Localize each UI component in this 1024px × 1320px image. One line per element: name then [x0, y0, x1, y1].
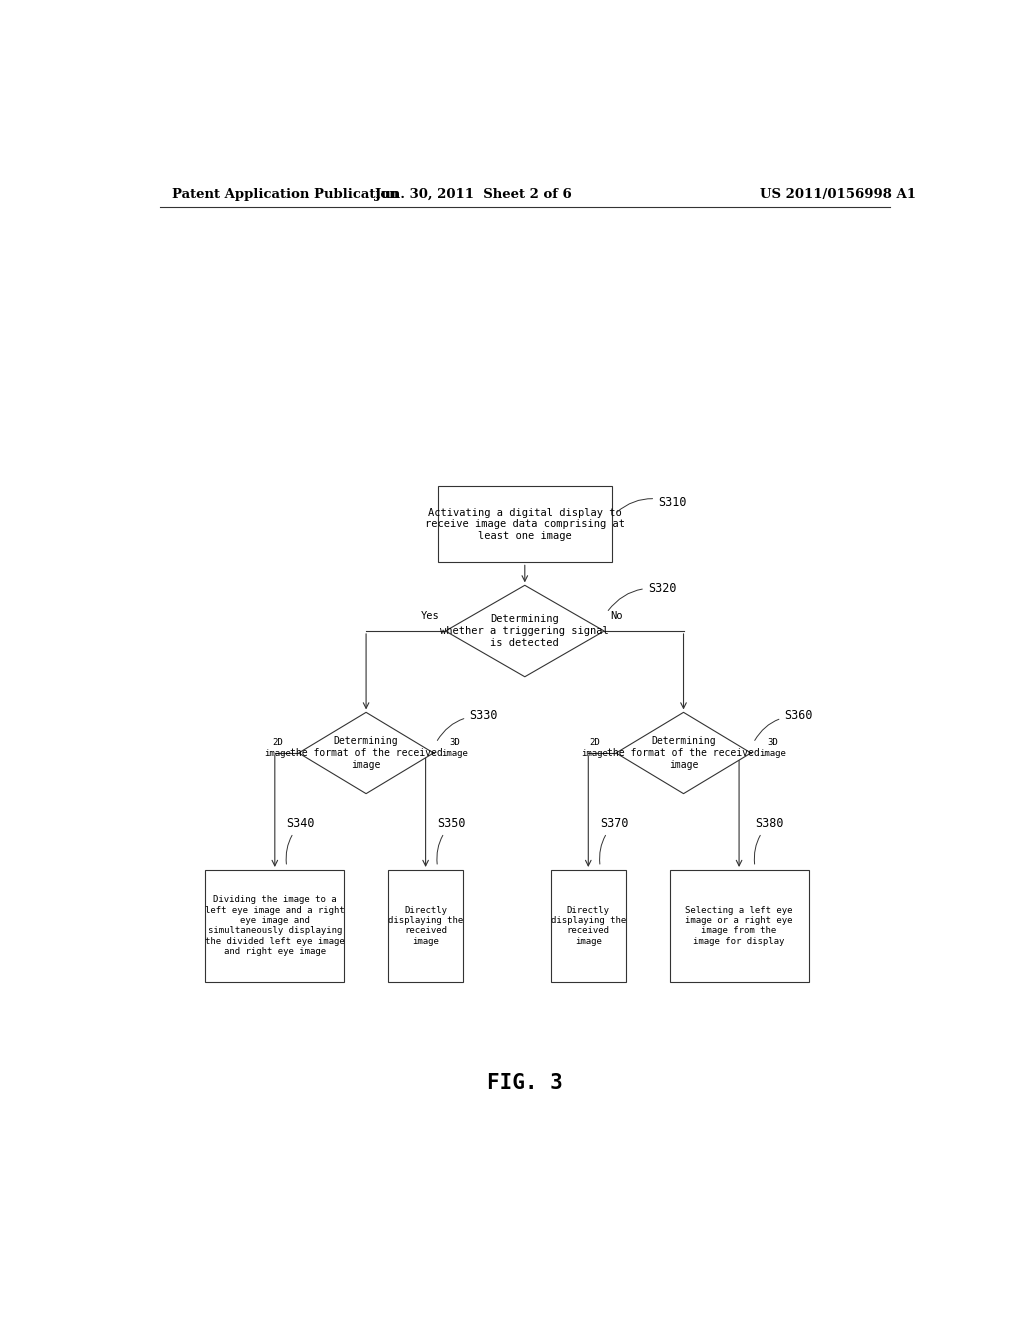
- Text: 3D
image: 3D image: [759, 738, 785, 758]
- Text: S380: S380: [755, 817, 783, 865]
- Text: S360: S360: [755, 709, 813, 741]
- Text: 2D
image: 2D image: [582, 738, 608, 758]
- Text: 3D
image: 3D image: [441, 738, 468, 758]
- Text: Directly
displaying the
received
image: Directly displaying the received image: [388, 906, 463, 946]
- Text: Determining
the format of the received
image: Determining the format of the received i…: [290, 737, 442, 770]
- Text: Determining
the format of the received
image: Determining the format of the received i…: [607, 737, 760, 770]
- Text: 2D
image: 2D image: [264, 738, 291, 758]
- Polygon shape: [445, 585, 604, 677]
- Polygon shape: [299, 713, 433, 793]
- Text: S350: S350: [437, 817, 466, 865]
- Text: Determining
whether a triggering signal
is detected: Determining whether a triggering signal …: [440, 614, 609, 648]
- Text: S310: S310: [616, 496, 687, 512]
- Polygon shape: [616, 713, 751, 793]
- Text: No: No: [610, 611, 623, 620]
- FancyBboxPatch shape: [388, 870, 463, 982]
- FancyBboxPatch shape: [437, 486, 612, 562]
- Text: S340: S340: [286, 817, 315, 865]
- Text: Patent Application Publication: Patent Application Publication: [172, 189, 398, 202]
- Text: S320: S320: [608, 582, 676, 611]
- Text: Selecting a left eye
image or a right eye
image from the
image for display: Selecting a left eye image or a right ey…: [685, 906, 793, 946]
- Text: Jun. 30, 2011  Sheet 2 of 6: Jun. 30, 2011 Sheet 2 of 6: [375, 189, 571, 202]
- Text: Yes: Yes: [420, 611, 439, 620]
- Text: S330: S330: [437, 709, 498, 741]
- Text: Directly
displaying the
received
image: Directly displaying the received image: [551, 906, 626, 946]
- FancyBboxPatch shape: [551, 870, 626, 982]
- Text: FIG. 3: FIG. 3: [487, 1073, 562, 1093]
- Text: US 2011/0156998 A1: US 2011/0156998 A1: [760, 189, 916, 202]
- FancyBboxPatch shape: [670, 870, 809, 982]
- Text: S370: S370: [600, 817, 629, 865]
- Text: Dividing the image to a
left eye image and a right
eye image and
simultaneously : Dividing the image to a left eye image a…: [205, 895, 345, 956]
- FancyBboxPatch shape: [206, 870, 344, 982]
- Text: Activating a digital display to
receive image data comprising at
least one image: Activating a digital display to receive …: [425, 508, 625, 541]
